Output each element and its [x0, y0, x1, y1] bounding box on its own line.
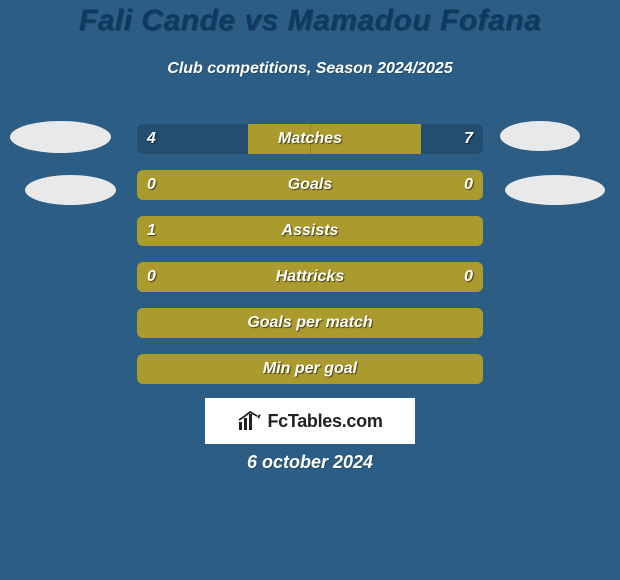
site-logo: FcTables.com — [205, 398, 415, 444]
player-badge-left-1 — [10, 121, 111, 153]
player-badge-right-2 — [505, 175, 605, 205]
site-logo-text: FcTables.com — [267, 411, 382, 432]
comparison-infographic: Fali Cande vs Mamadou Fofana Club compet… — [0, 0, 620, 580]
stat-row: Goals per match — [137, 308, 483, 338]
stat-row: Matches47 — [137, 124, 483, 154]
stat-row: Goals00 — [137, 170, 483, 200]
stat-rows: Matches47 Goals00 Assists1 Hattricks00 Goals… — [137, 124, 483, 400]
stat-row: Min per goal — [137, 354, 483, 384]
infographic-date: 6 october 2024 — [0, 452, 620, 473]
player-badge-left-2 — [25, 175, 116, 205]
chart-icon — [237, 410, 263, 432]
stat-row: Hattricks00 — [137, 262, 483, 292]
page-subtitle: Club competitions, Season 2024/2025 — [0, 60, 620, 78]
page-title: Fali Cande vs Mamadou Fofana — [0, 4, 620, 38]
player-badge-right-1 — [500, 121, 580, 151]
stat-row: Assists1 — [137, 216, 483, 246]
